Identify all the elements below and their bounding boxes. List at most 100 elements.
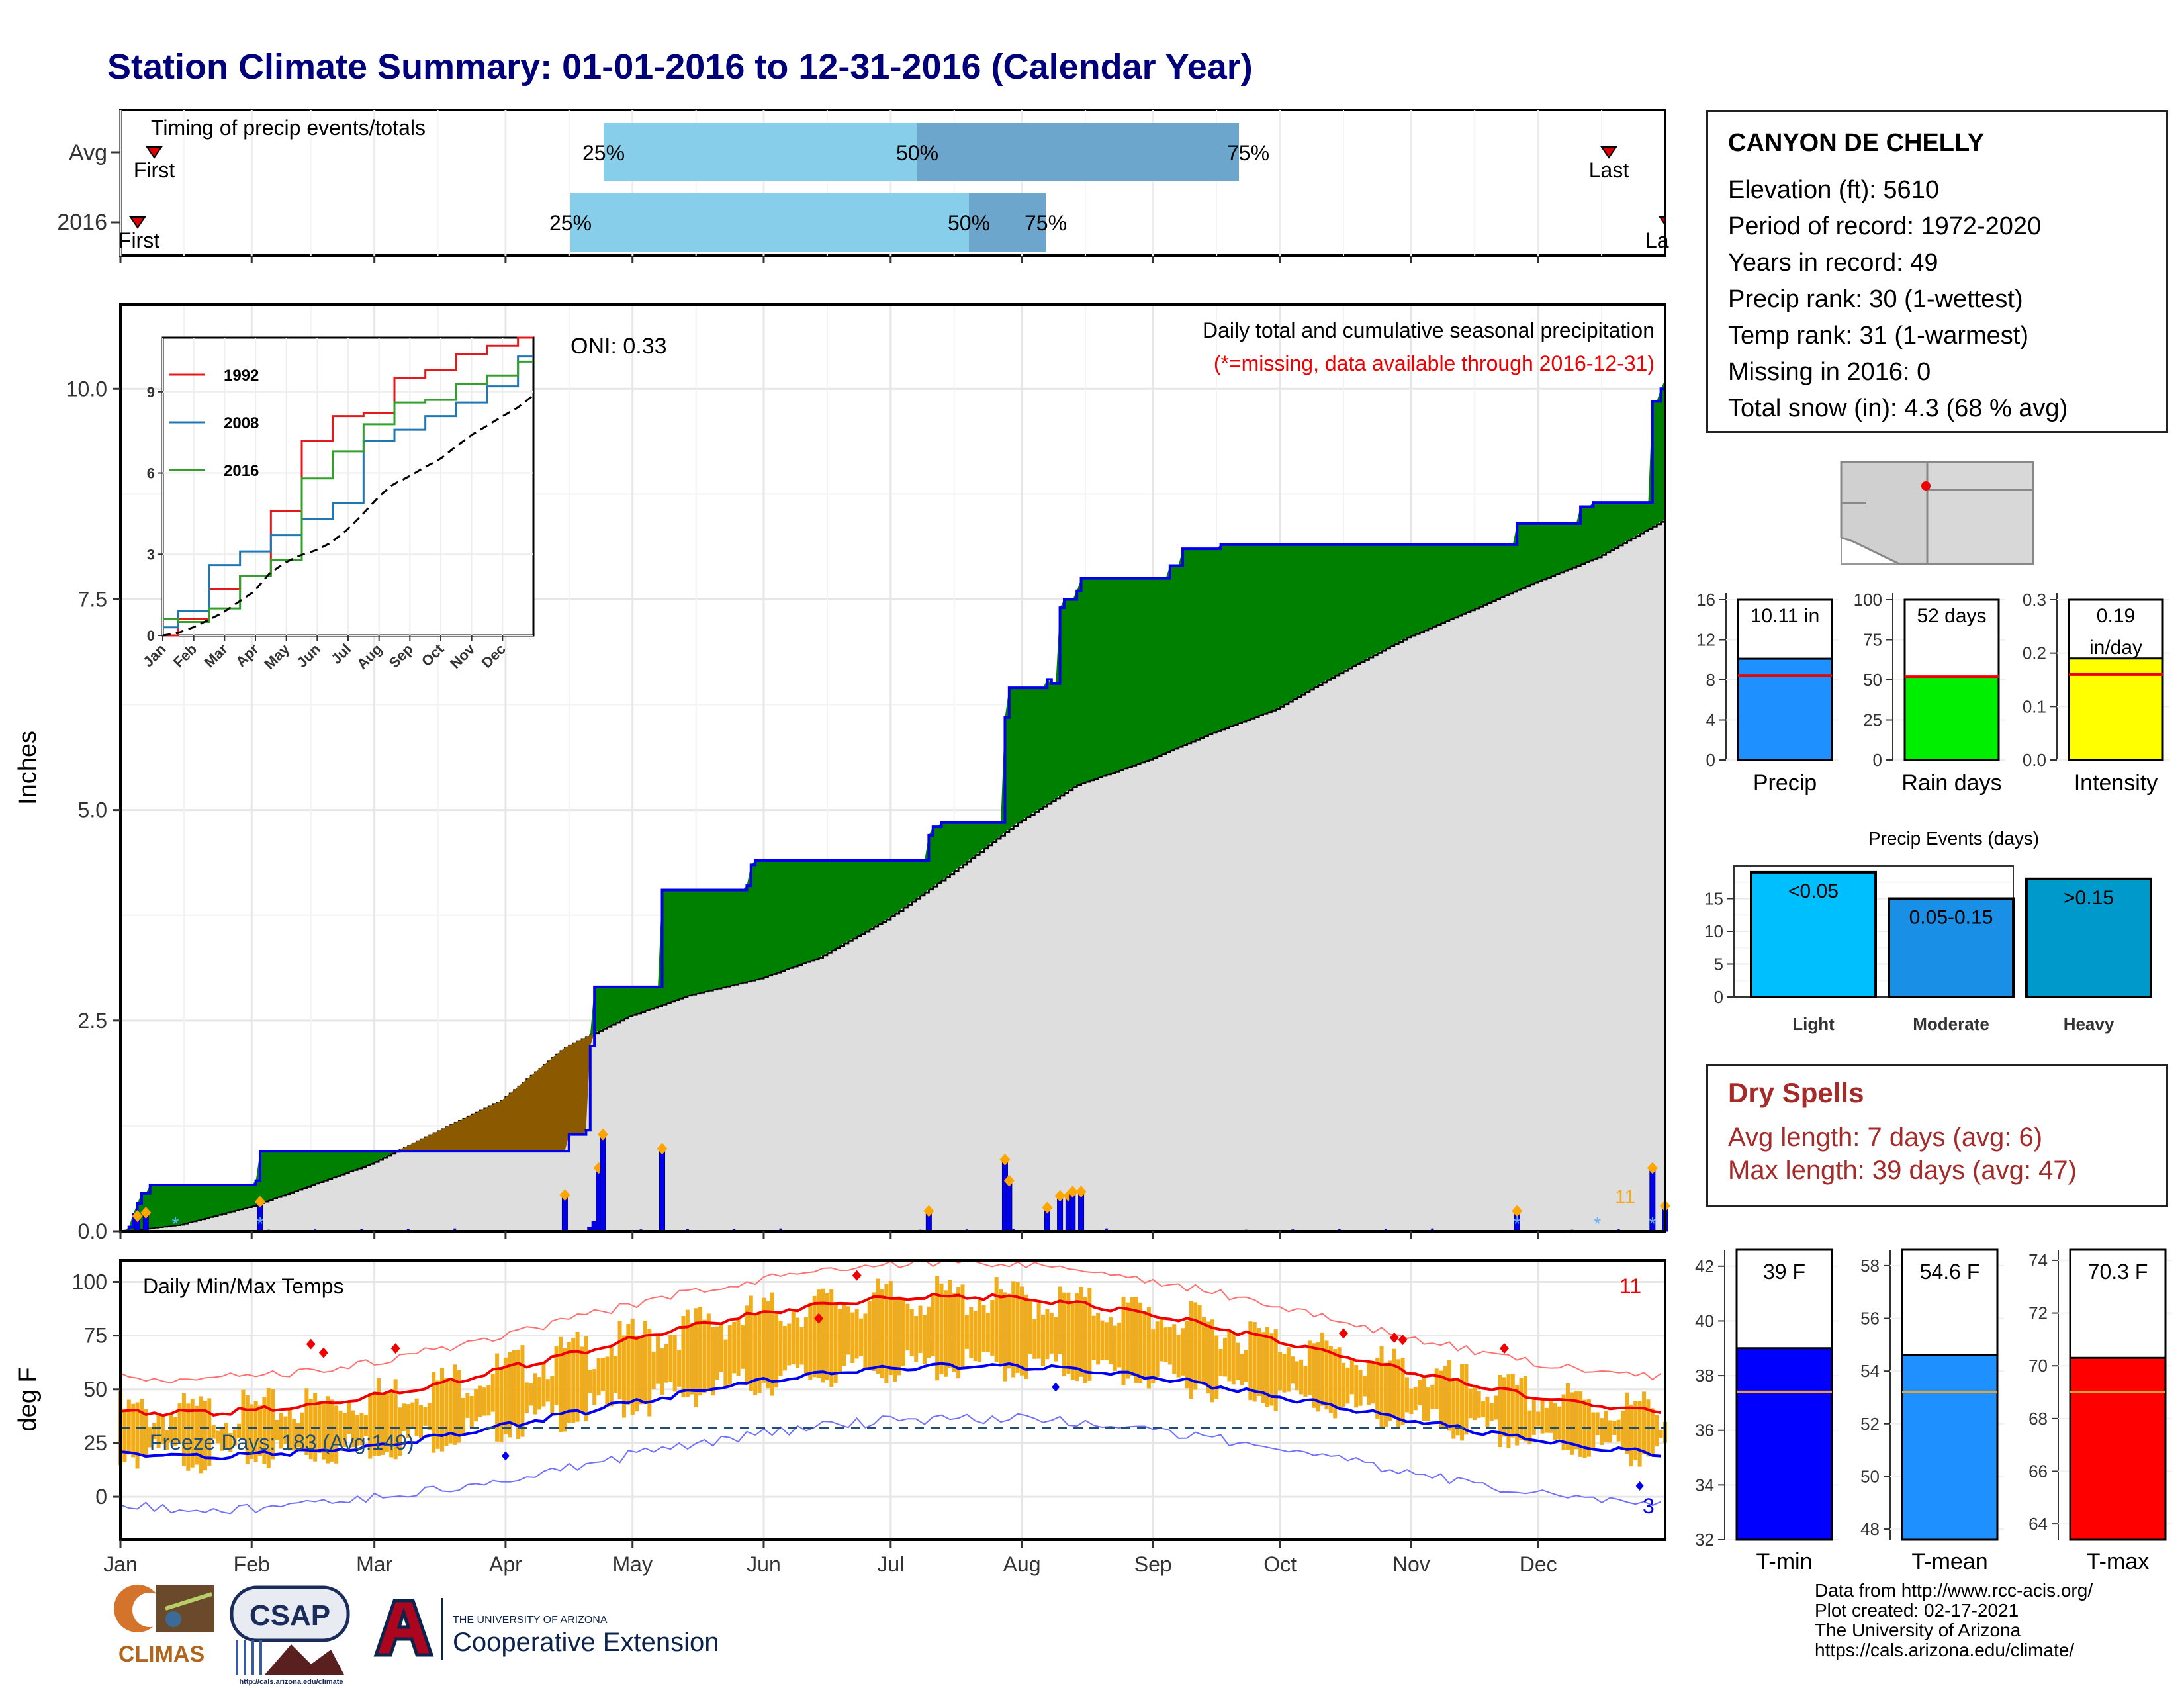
events-y-label: 15 [1704, 889, 1723, 909]
record-high-marker [390, 1343, 400, 1354]
daily-temp-bar [749, 1295, 753, 1391]
daily-temp-bar [1570, 1392, 1574, 1455]
daily-temp-bar [914, 1316, 919, 1362]
daily-temp-bar [1358, 1369, 1363, 1406]
daily-temp-bar [973, 1310, 978, 1362]
daily-temp-bar [1557, 1406, 1562, 1440]
daily-temp-bar [821, 1288, 825, 1383]
daily-temp-bar [1392, 1348, 1396, 1419]
daily-temp-bar [338, 1410, 343, 1446]
daily-temp-bar [1041, 1314, 1046, 1366]
temp-y-tick-label: 50 [83, 1378, 107, 1401]
heavy-event-marker [597, 1128, 608, 1141]
daily-temp-bar [1036, 1303, 1041, 1359]
daily-temp-bar [1349, 1360, 1354, 1395]
daily-temp-bar [1625, 1392, 1629, 1454]
daily-temp-bar [808, 1302, 813, 1380]
record-low-marker [1635, 1481, 1644, 1491]
snow-marker-icon: * [1594, 1213, 1601, 1234]
heavy-event-marker [1003, 1174, 1015, 1187]
daily-temp-bar [1142, 1311, 1147, 1381]
daily-temp-bar [952, 1293, 956, 1372]
record-high-marker [852, 1270, 862, 1281]
daily-temp-bar [1248, 1321, 1253, 1401]
inset-avg-line [162, 394, 534, 637]
daily-temp-bar [825, 1293, 829, 1380]
daily-temp-bar [1307, 1340, 1312, 1395]
daily-temp-bar [439, 1368, 444, 1452]
station-years: Years in record: 49 [1728, 249, 1938, 277]
daily-temp-bar [1155, 1321, 1160, 1378]
daily-temp-bar [1222, 1337, 1227, 1377]
daily-temp-bar [1185, 1320, 1189, 1389]
daily-temp-bar [905, 1303, 910, 1351]
daily-temp-bar [1015, 1282, 1020, 1373]
daily-temp-bar [761, 1297, 766, 1383]
daily-temp-bar [402, 1403, 406, 1431]
tmin-label: T-min [1756, 1549, 1813, 1574]
daily-temp-bar [711, 1327, 715, 1396]
events-y-label: 0 [1714, 987, 1723, 1007]
daily-temp-bar [372, 1393, 377, 1456]
temp-y-ticks: 0 25 50 75 100 [72, 1270, 120, 1509]
daily-temp-bar [1650, 1408, 1655, 1454]
daily-temp-bar [1553, 1403, 1557, 1440]
snow-marker-icon: * [1514, 1213, 1521, 1234]
tmax-bar-chart: 64 66 68 70 72 74 70.3 F T-max [2028, 1248, 2172, 1574]
daily-temp-bar [190, 1399, 195, 1468]
daily-temp-bar [482, 1387, 486, 1416]
y2016-last-label: La [1645, 228, 1669, 252]
footer-line: https://cals.arizona.edu/climate/ [1815, 1640, 2075, 1660]
daily-temp-bar [469, 1395, 474, 1429]
avg-min-line [120, 1362, 1661, 1461]
daily-temp-bar [520, 1345, 525, 1437]
daily-temp-bar [207, 1398, 212, 1466]
inset-legend: 1992 2008 2016 [169, 367, 259, 480]
daily-temp-bar [584, 1336, 588, 1422]
daily-temp-bar [1075, 1293, 1079, 1382]
daily-temp-bar [1409, 1388, 1414, 1415]
daily-temp-bar [512, 1350, 516, 1425]
daily-temp-bar [385, 1391, 389, 1452]
surplus-area [120, 379, 1665, 1231]
daily-temp-bar [1117, 1322, 1122, 1368]
daily-temp-bar [423, 1407, 428, 1426]
daily-temp-bar [884, 1284, 889, 1383]
daily-temp-bar [1299, 1359, 1304, 1395]
daily-temp-bar [1020, 1286, 1024, 1376]
precip-y-tick-label: 0.0 [78, 1219, 107, 1243]
daily-temp-bar [283, 1416, 288, 1445]
y2016-first-label: First [118, 228, 159, 252]
temp-bar-y-label: 56 [1860, 1309, 1880, 1329]
daily-temp-bar [1396, 1359, 1401, 1428]
daily-temp-bar [1210, 1319, 1214, 1403]
precip-x-ticks [119, 1231, 1539, 1239]
daily-temp-bar [398, 1407, 402, 1456]
daily-temp-bar [1024, 1294, 1028, 1380]
daily-temp-bar [876, 1278, 880, 1374]
daily-temp-bar [1362, 1376, 1367, 1397]
daily-temp-bar [321, 1401, 326, 1460]
daily-temp-bar [241, 1389, 246, 1440]
daily-temp-bar [432, 1372, 436, 1453]
record-high-marker [1389, 1332, 1399, 1343]
daily-precip-bar [659, 1148, 665, 1232]
arizona-a-icon [373, 1599, 434, 1657]
daily-temp-bar [829, 1289, 834, 1387]
daily-precip-trace [1431, 1228, 1434, 1231]
daily-temp-bar [745, 1305, 749, 1385]
daily-temp-bar [727, 1325, 732, 1385]
ua-line1: THE UNIVERSITY OF ARIZONA [453, 1615, 608, 1626]
daily-temp-bar [499, 1366, 504, 1443]
avg-pct-50: 50% [896, 141, 938, 165]
daily-temp-bar [1096, 1312, 1101, 1365]
small-bar-charts: 0 4 8 12 16 10.11 in Precip 0 25 50 75 100 52 days Ra… [1696, 590, 2169, 796]
tmin-value-bar [1735, 1347, 1833, 1541]
daily-temp-bar [490, 1373, 495, 1412]
record-high-marker [318, 1347, 328, 1358]
daily-temp-bar [1328, 1346, 1333, 1413]
avg-bar-50-75 [917, 123, 1239, 181]
temp-x-tick-label: Jul [877, 1552, 904, 1576]
daily-temp-bar [706, 1313, 711, 1391]
daily-temp-bar [1455, 1379, 1460, 1436]
